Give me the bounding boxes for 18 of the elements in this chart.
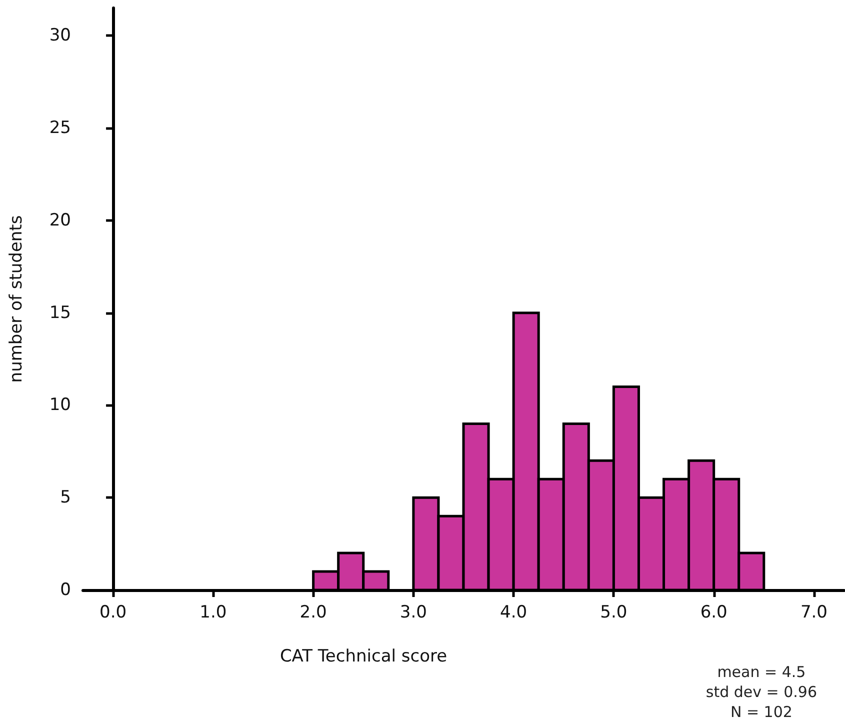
x-axis-title: CAT Technical score [280, 646, 448, 666]
x-tick-label: 6.0 [700, 602, 728, 622]
y-tick-label: 10 [49, 395, 71, 416]
y-tick-label: 20 [49, 210, 71, 230]
y-tick-label: 30 [49, 26, 71, 46]
y-axis-title: number of students [6, 215, 26, 383]
x-tick-label: 0.0 [100, 602, 127, 622]
x-tick-label: 3.0 [400, 602, 427, 622]
y-tick-label: 5 [60, 488, 71, 508]
x-tick-label: 7.0 [800, 602, 828, 622]
x-tick-label: 4.0 [500, 602, 528, 622]
x-tick-label: 5.0 [600, 602, 628, 622]
x-tick-label: 1.0 [200, 602, 227, 622]
y-tick-label: 0 [60, 580, 71, 600]
x-tick-label: 2.0 [300, 602, 327, 622]
text: mean = 4.5 std dev = 0.96 N = 102 [706, 663, 818, 721]
y-tick-label: 15 [49, 302, 71, 323]
y-tick-label: 25 [49, 118, 71, 138]
